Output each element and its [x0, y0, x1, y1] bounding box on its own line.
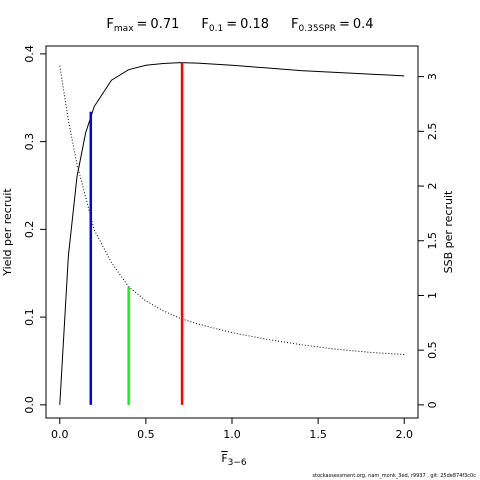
x-label-symbol: F: [221, 452, 227, 465]
title-symbol: F: [201, 17, 208, 32]
title-value: 0.4: [353, 17, 374, 32]
title-subscript: 0.1: [209, 24, 223, 34]
y2-axis-label: SSB per recruit: [442, 190, 455, 273]
y-axis-label: Yield per recruit: [1, 188, 14, 277]
series-line: [59, 65, 405, 356]
y-tick-label: 0.2: [23, 221, 36, 239]
x-tick-label: 0.0: [51, 428, 69, 441]
y-tick-label: 0.3: [23, 133, 36, 151]
title-subscript: max: [114, 24, 134, 34]
chart-title: Fmax = 0.71 F0.1 = 0.18 F0.35SPR = 0.4: [106, 17, 373, 34]
y2-tick-label: 1.5: [426, 232, 439, 250]
title-relation: =: [226, 17, 237, 32]
series-line: [59, 62, 405, 405]
y2-tick-label: 2: [426, 183, 439, 190]
y-tick-label: 0.4: [23, 45, 36, 63]
x-tick-label: 2.0: [395, 428, 413, 441]
y2-tick-label: 1: [426, 292, 439, 299]
title-relation: =: [339, 17, 350, 32]
y2-tick-label: 0.5: [426, 341, 439, 359]
title-relation: =: [137, 17, 148, 32]
y2-tick-label: 2.5: [426, 123, 439, 141]
x-tick-label: 1.0: [223, 428, 241, 441]
title-value: 0.18: [240, 17, 269, 32]
title-subscript: 0.35SPR: [299, 24, 336, 34]
y2-tick-label: 0: [426, 401, 439, 408]
y2-tick-label: 3: [426, 73, 439, 80]
y-tick-label: 0.1: [23, 308, 36, 326]
title-value: 0.71: [150, 17, 179, 32]
y-tick-label: 0.0: [23, 396, 36, 414]
title-symbol: F: [106, 17, 113, 32]
x-label-subscript: 3−6: [228, 458, 247, 468]
x-axis-label: F3−6: [221, 452, 247, 468]
x-tick-label: 0.5: [137, 428, 155, 441]
plot-frame: [45, 45, 419, 419]
footer: stockassessment.org, nam_monk_3ed, r9937…: [312, 473, 476, 479]
x-tick-label: 1.5: [309, 428, 327, 441]
title-symbol: F: [291, 17, 298, 32]
